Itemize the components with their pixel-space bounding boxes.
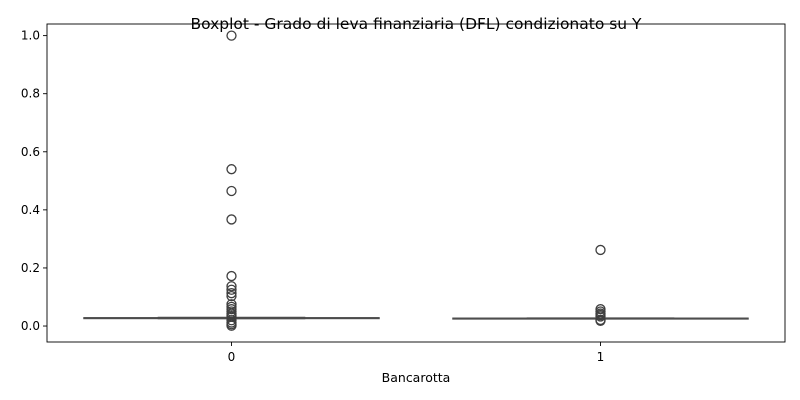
x-tick-label: 0	[228, 350, 236, 364]
outlier-point	[226, 290, 237, 302]
x-tick-label: 1	[597, 350, 605, 364]
outlier-point	[226, 281, 237, 292]
outlier-point	[226, 30, 237, 41]
y-tick-label: 0.4	[21, 203, 40, 217]
outlier-point	[595, 311, 606, 322]
outlier-point	[226, 270, 237, 282]
y-tick-label: 0.8	[21, 87, 40, 101]
y-tick-label: 1.0	[21, 29, 40, 43]
outlier-point	[226, 320, 237, 331]
y-tick-label: 0.6	[21, 145, 40, 159]
y-axis: 0.0 0.2 0.4 0.6 0.8 1.0	[21, 29, 47, 333]
y-tick-label: 0.0	[21, 319, 40, 333]
outlier-point	[226, 214, 237, 225]
boxes-layer	[83, 316, 749, 320]
outlier-point	[226, 185, 237, 197]
outlier-point	[595, 244, 606, 256]
outlier-point	[226, 284, 237, 295]
outlier-point	[226, 288, 237, 299]
outlier-point	[595, 315, 606, 326]
x-axis-label: Bancarotta	[382, 370, 451, 385]
y-tick-label: 0.2	[21, 261, 40, 275]
outliers-layer	[226, 30, 606, 331]
outlier-point	[226, 164, 237, 175]
plot-frame	[46, 23, 786, 343]
